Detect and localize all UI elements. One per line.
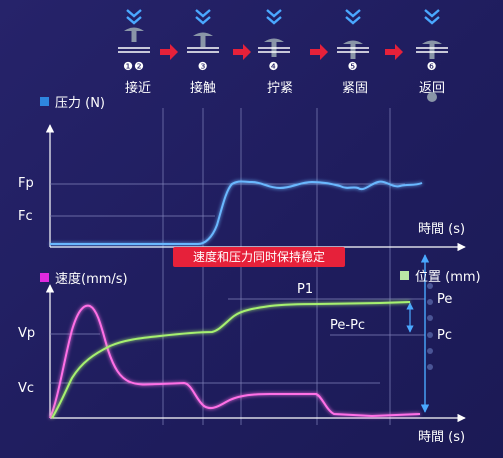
- process-steps: [118, 8, 448, 60]
- step-num-2: ❸: [197, 60, 209, 73]
- pc-label: Pc: [437, 328, 452, 343]
- position-legend: 位置 (mm): [400, 266, 481, 285]
- position-curve: [51, 301, 411, 419]
- position-legend-label: 位置 (mm): [415, 270, 481, 285]
- position-legend-swatch: [400, 271, 409, 280]
- step-contact-icon: [187, 8, 219, 53]
- step-label-4: 紧固: [341, 81, 368, 96]
- speed-legend: 速度(mm/s): [40, 268, 128, 287]
- step-label-1: 接近: [124, 81, 151, 96]
- pe-pc-label: Pe-Pc: [330, 318, 366, 333]
- step-arrow-4: [385, 44, 403, 60]
- bottom-x-label: 時間 (s): [418, 430, 466, 445]
- step-approach-icon: [118, 8, 150, 53]
- stability-banner: 速度和压力同时保持稳定: [173, 247, 345, 267]
- step-arrow-2: [233, 44, 251, 60]
- p1-label: P1: [297, 282, 314, 297]
- speed-curve: [49, 304, 421, 419]
- step-arrow-3: [310, 44, 328, 60]
- step-label-5: 返回: [418, 81, 445, 96]
- step-num-5: ❻: [426, 60, 438, 73]
- top-x-label: 時間 (s): [418, 222, 466, 237]
- speed-legend-label: 速度(mm/s): [55, 272, 128, 287]
- dot-decoration: [427, 283, 433, 370]
- step-arrow-1: [160, 44, 178, 60]
- pressure-legend-label: 压力 (N): [55, 96, 106, 111]
- vc-label: Vc: [18, 381, 35, 396]
- fp-label: Fp: [18, 176, 34, 191]
- pressure-curve: [50, 180, 423, 245]
- pressure-legend-swatch: [40, 97, 49, 106]
- step-label-3: 拧紧: [266, 81, 293, 96]
- step-fasten-icon: [337, 8, 369, 59]
- step-num-3: ❹: [268, 60, 280, 73]
- step-return-icon: [416, 8, 448, 59]
- vp-label: Vp: [18, 326, 36, 341]
- pressure-legend: 压力 (N): [40, 92, 105, 111]
- step-arrows: [160, 44, 403, 60]
- fc-label: Fc: [18, 209, 33, 224]
- step-label-2: 接触: [189, 81, 216, 96]
- step-num-4: ❺: [347, 60, 359, 73]
- step-tighten-icon: [258, 8, 290, 57]
- step-num-1: ❶❷: [123, 60, 145, 73]
- speed-legend-swatch: [40, 273, 49, 282]
- pe-label: Pe: [437, 292, 453, 307]
